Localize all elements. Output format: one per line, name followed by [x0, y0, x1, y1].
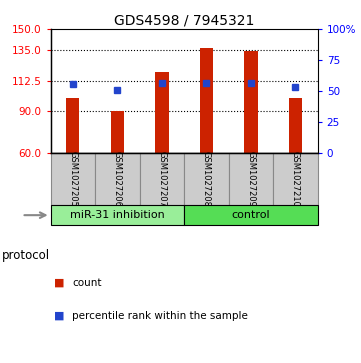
Bar [95, 153, 140, 205]
Bar [66, 98, 79, 153]
Bar [184, 205, 318, 225]
Bar [51, 205, 184, 225]
Text: protocol: protocol [2, 249, 50, 262]
Bar [155, 72, 169, 153]
Text: ■: ■ [54, 278, 65, 288]
Text: GSM1027206: GSM1027206 [113, 151, 122, 207]
Text: GSM1027209: GSM1027209 [247, 151, 255, 207]
Bar [289, 98, 302, 153]
Bar [184, 153, 229, 205]
Text: GSM1027205: GSM1027205 [68, 151, 77, 207]
Bar [273, 153, 318, 205]
Bar [140, 153, 184, 205]
Text: count: count [72, 278, 102, 288]
Text: GSM1027207: GSM1027207 [157, 151, 166, 207]
Text: control: control [232, 210, 270, 220]
Text: GSM1027208: GSM1027208 [202, 151, 211, 207]
Bar [51, 153, 95, 205]
Text: ■: ■ [54, 311, 65, 321]
Bar [229, 153, 273, 205]
Text: GSM1027210: GSM1027210 [291, 151, 300, 207]
Text: miR-31 inhibition: miR-31 inhibition [70, 210, 165, 220]
Bar [200, 48, 213, 153]
Bar [110, 111, 124, 153]
Title: GDS4598 / 7945321: GDS4598 / 7945321 [114, 14, 254, 28]
Text: percentile rank within the sample: percentile rank within the sample [72, 311, 248, 321]
Bar [244, 51, 258, 153]
